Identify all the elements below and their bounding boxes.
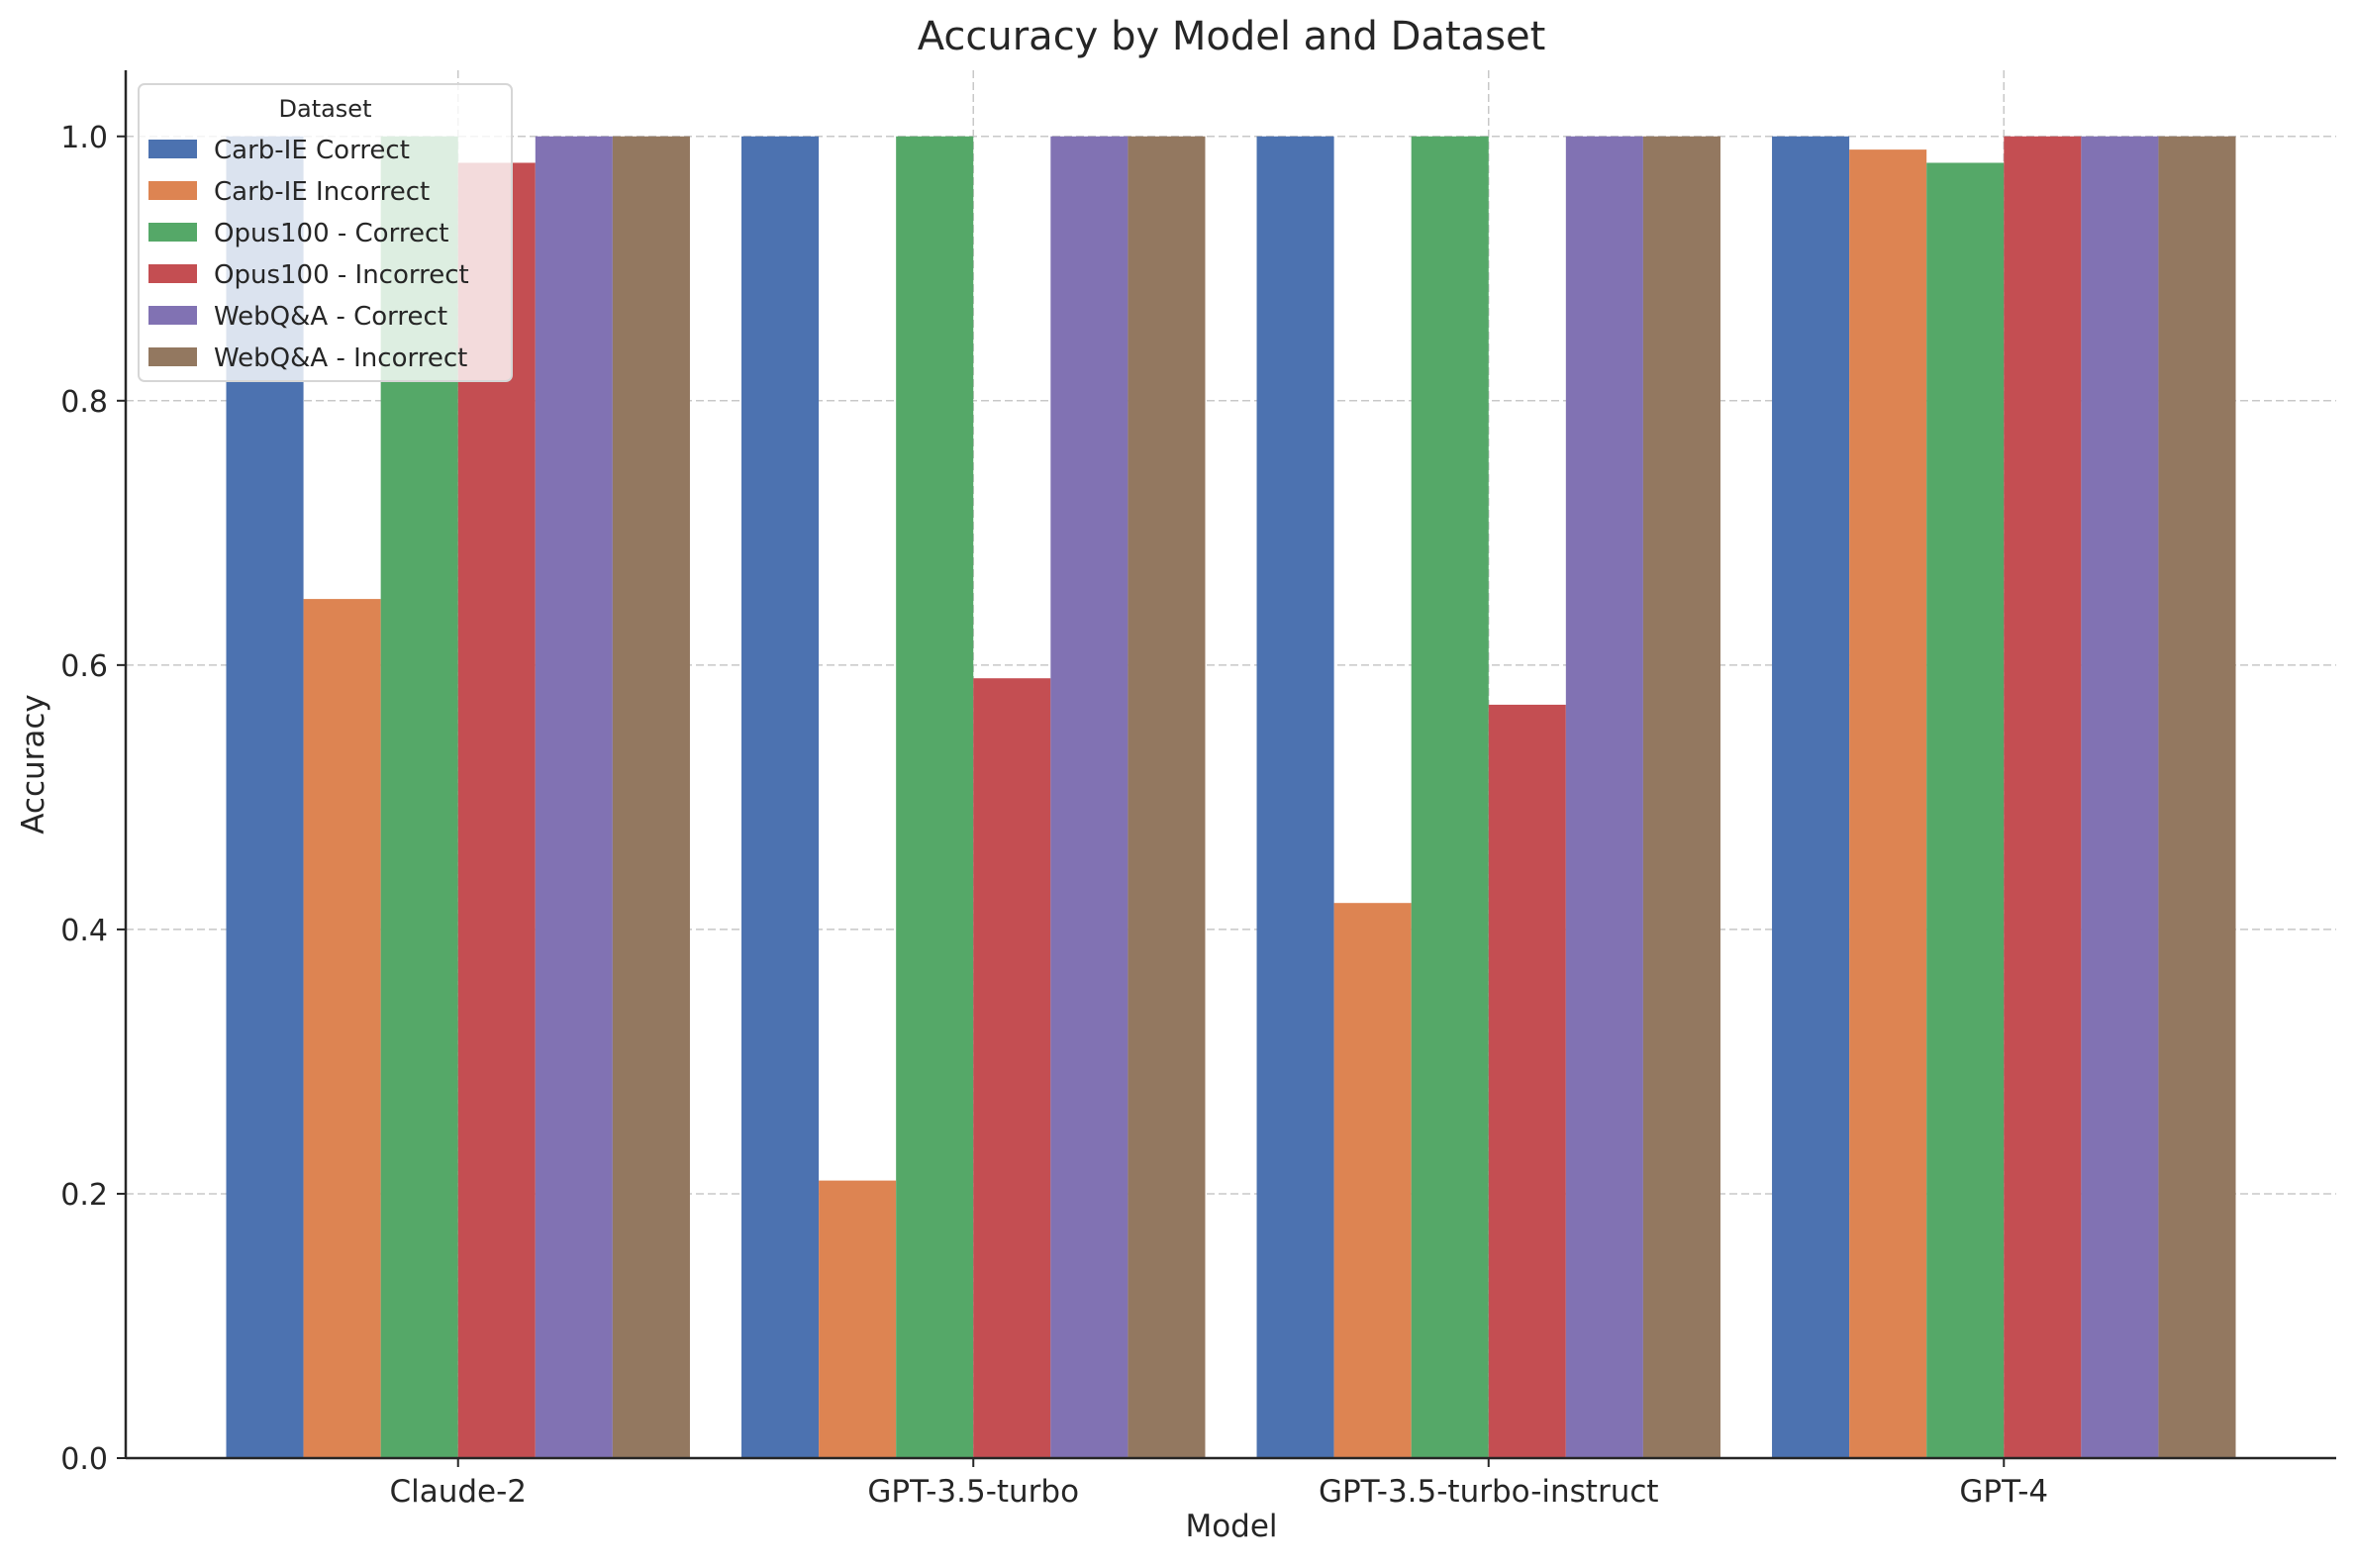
y-tick-label: 1.0 [60,121,108,155]
legend-swatch [148,140,197,158]
bar [1565,136,1643,1458]
legend-label: WebQ&A - Incorrect [214,343,467,373]
y-tick-label: 0.4 [60,914,108,948]
bar [1926,162,2005,1458]
bar [303,599,381,1458]
x-axis-label: Model [1185,1509,1277,1544]
bar [612,136,690,1458]
legend-label: Opus100 - Incorrect [214,260,469,290]
y-tick-label: 0.0 [60,1442,108,1477]
legend: Dataset Carb-IE Correct Carb-IE Incorrect O… [138,83,513,382]
bar [1642,136,1720,1458]
legend-label: Opus100 - Correct [214,219,448,248]
legend-swatch [148,181,197,200]
bar [1333,903,1412,1458]
chart-title: Accuracy by Model and Dataset [918,14,1546,59]
bar [741,136,820,1458]
y-tick-label: 0.8 [60,385,108,420]
legend-title: Dataset [279,95,372,123]
legend-label: WebQ&A - Correct [214,302,447,332]
bar [1411,136,1489,1458]
legend-swatch [148,306,197,325]
bar [1488,704,1566,1458]
bar [2081,136,2159,1458]
bar [1256,136,1334,1458]
bar [2158,136,2236,1458]
legend-label: Carb-IE Correct [214,136,410,165]
bar [535,136,613,1458]
bar [819,1180,897,1458]
x-tick-label: Claude-2 [389,1474,527,1510]
y-tick-label: 0.6 [60,649,108,684]
legend-swatch [148,347,197,366]
bar [1128,136,1206,1458]
x-tick-label: GPT-3.5-turbo [867,1474,1079,1510]
axes: 0.0 0.2 0.4 0.6 0.8 1.0 Claude-2 GPT-3.5-turbo G… [60,70,2336,1510]
legend-box [138,83,513,382]
bar [1849,149,1927,1459]
bar [2004,136,2082,1458]
x-tick-label: GPT-4 [1959,1474,2048,1510]
y-axis-label: Accuracy [16,694,51,834]
bars [226,136,2236,1459]
bar [896,136,974,1458]
y-tick-label: 0.2 [60,1178,108,1213]
bar [1050,136,1129,1458]
bar [1772,136,1850,1458]
legend-label: Carb-IE Incorrect [214,177,430,207]
bar [973,678,1051,1458]
legend-swatch [148,264,197,283]
legend-swatch [148,223,197,242]
x-tick-label: GPT-3.5-turbo-instruct [1319,1474,1659,1510]
